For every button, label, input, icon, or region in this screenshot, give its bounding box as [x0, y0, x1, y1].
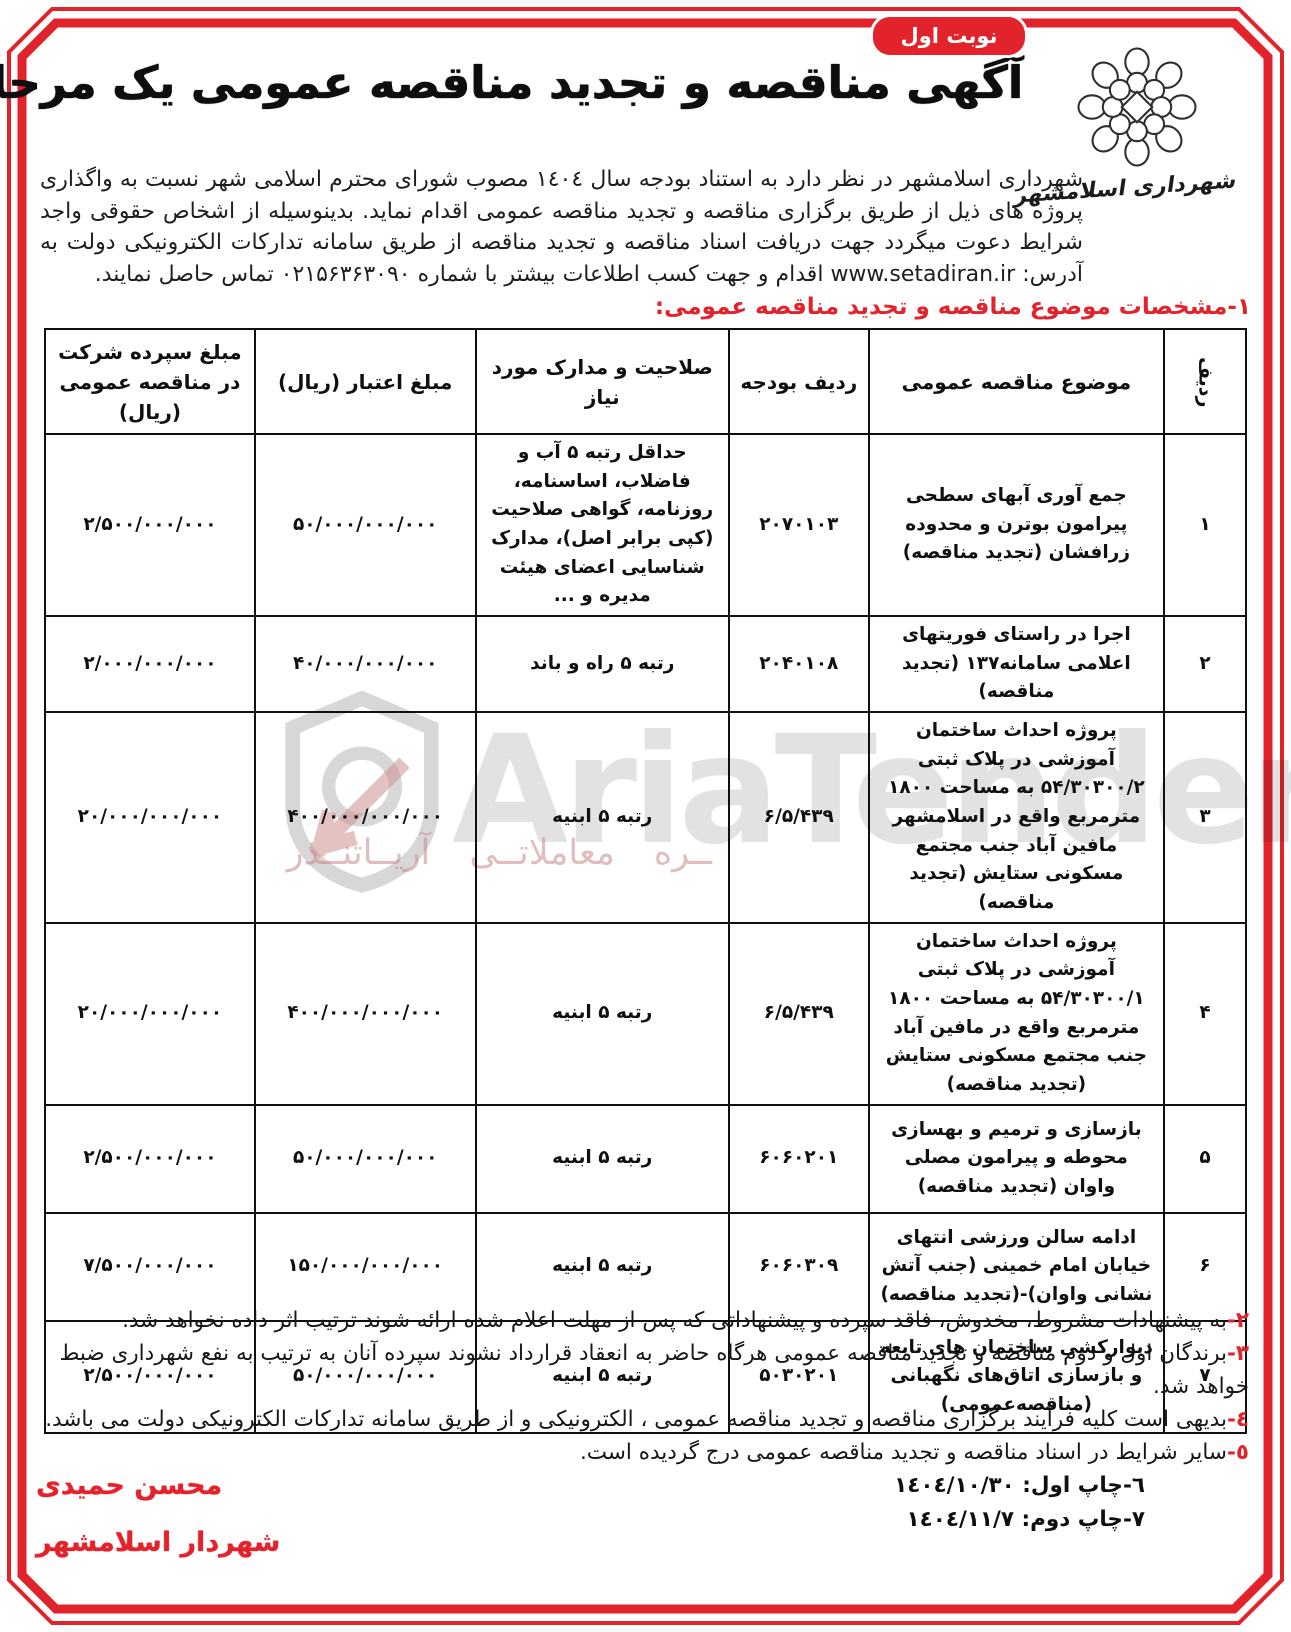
cell-budget-row: ۲۰۷۰۱۰۳	[727, 432, 870, 618]
note-item: ۲-به پیشنهادات مشروط، مخدوش، فاقد سپرده …	[42, 1304, 1249, 1337]
cell-subject: اجرا در راستای فوریتهای اعلامی سامانه۱۳۷…	[867, 615, 1166, 714]
cell-row-number: ۵	[1163, 1103, 1247, 1214]
cell-credit-amount: ۴۰۰/۰۰۰/۰۰۰/۰۰۰	[253, 921, 477, 1106]
cell-deposit-amount: ۲/۰۰۰/۰۰۰/۰۰۰	[44, 615, 256, 714]
table-row: ۳ پروژه احداث ساختمان آموزشی در پلاک ثبت…	[44, 711, 1247, 924]
cell-row-number: ۴	[1163, 921, 1247, 1106]
note-item: ٥-سایر شرایط در اسناد مناقصه و تجدید منا…	[42, 1436, 1249, 1469]
cell-qualification: رتبه ۵ ابنیه	[474, 921, 730, 1106]
note-number: ۳-	[1226, 1341, 1249, 1366]
signer-title: شهردار اسلامشهر	[36, 1527, 281, 1558]
cell-qualification: رتبه ۵ ابنیه	[474, 1103, 730, 1214]
header-subject: موضوع مناقصه عمومی	[867, 328, 1166, 435]
cell-budget-row: ۶/۵/۴۳۹	[727, 711, 870, 924]
print-run-text: چاپ اول: ١٤٠٤/١٠/٣٠	[894, 1473, 1123, 1498]
tender-table-body: ۱ جمع آوری آبهای سطحی پیرامون بوترن و مح…	[44, 432, 1247, 1434]
print-run-number: ٧-	[1122, 1507, 1145, 1532]
cell-budget-row: ۶/۵/۴۳۹	[727, 921, 870, 1106]
note-item: ٤-بدیهی است کلیه فرآیند برگزاری مناقصه و…	[42, 1403, 1249, 1436]
cell-budget-row: ۲۰۴۰۱۰۸	[727, 615, 870, 714]
note-text: سایر شرایط در اسناد مناقصه و تجدید مناقص…	[579, 1440, 1227, 1465]
cell-qualification: حداقل رتبه ۵ آب و فاضلاب، اساسنامه، روزن…	[474, 432, 730, 618]
print-run-text: چاپ دوم: ١٤٠٤/١١/٧	[906, 1507, 1123, 1532]
note-item: ۳-برندگان اول و دوم مناقصه و تجدید مناقص…	[42, 1337, 1249, 1403]
cell-deposit-amount: ۲/۵۰۰/۰۰۰/۰۰۰	[44, 1103, 256, 1214]
cell-row-number: ۱	[1163, 432, 1247, 618]
cell-subject: پروژه احداث ساختمان آموزشی در پلاک ثبتی …	[867, 921, 1166, 1106]
first-round-badge: نوبت اول	[870, 14, 1028, 58]
cell-subject: بازسازی و ترمیم و بهسازی محوطه و پیرامون…	[867, 1103, 1166, 1214]
cell-credit-amount: ۵۰/۰۰۰/۰۰۰/۰۰۰	[253, 1103, 477, 1214]
cell-deposit-amount: ۲۰/۰۰۰/۰۰۰/۰۰۰	[44, 711, 256, 924]
municipality-emblem-icon	[1077, 47, 1197, 167]
cell-budget-row: ۶۰۶۰۲۰۱	[727, 1103, 870, 1214]
print-run-number: ٦-	[1122, 1473, 1145, 1498]
header-row-number: ردیف	[1163, 328, 1247, 435]
intro-paragraph: شهرداری اسلامشهر در نظر دارد به استناد ب…	[40, 167, 1084, 287]
table-header-row: ردیف موضوع مناقصه عمومی ردیف بودجه صلاحی…	[44, 328, 1247, 435]
cell-qualification: رتبه ۵ راه و باند	[474, 615, 730, 714]
note-number: ٥-	[1226, 1440, 1249, 1465]
cell-row-number: ۳	[1163, 711, 1247, 924]
note-text: به پیشنهادات مشروط، مخدوش، فاقد سپرده و …	[122, 1308, 1227, 1333]
cell-deposit-amount: ۲/۵۰۰/۰۰۰/۰۰۰	[44, 432, 256, 618]
table-row: ۴ پروژه احداث ساختمان آموزشی در پلاک ثبت…	[44, 921, 1247, 1106]
header-deposit-amount: مبلغ سپرده شرکت در مناقصه عمومی (ریال)	[44, 328, 256, 435]
cell-row-number: ۲	[1163, 615, 1247, 714]
table-row: ۲ اجرا در راستای فوریتهای اعلامی سامانه۱…	[44, 615, 1247, 714]
cell-credit-amount: ۴۰۰/۰۰۰/۰۰۰/۰۰۰	[253, 711, 477, 924]
note-number: ٤-	[1226, 1407, 1249, 1432]
cell-credit-amount: ۴۰/۰۰۰/۰۰۰/۰۰۰	[253, 615, 477, 714]
header-qualification: صلاحیت و مدارک مورد نیاز	[474, 328, 730, 435]
note-text: بدیهی است کلیه فرآیند برگزاری مناقصه و ت…	[45, 1407, 1227, 1432]
cell-qualification: رتبه ۵ ابنیه	[474, 711, 730, 924]
cell-subject: جمع آوری آبهای سطحی پیرامون بوترن و محدو…	[867, 432, 1166, 618]
cell-subject: پروژه احداث ساختمان آموزشی در پلاک ثبتی …	[867, 711, 1166, 924]
header-budget-row: ردیف بودجه	[727, 328, 870, 435]
table-row: ۵ بازسازی و ترمیم و بهسازی محوطه و پیرام…	[44, 1103, 1247, 1214]
cell-credit-amount: ۵۰/۰۰۰/۰۰۰/۰۰۰	[253, 432, 477, 618]
section-heading: ۱-مشخصات موضوع مناقصه و تجدید مناقصه عمو…	[654, 294, 1251, 320]
signature-block: محسن حمیدی شهردار اسلامشهر	[36, 1470, 336, 1558]
page-title: آگهی مناقصه و تجدید مناقصه عمومی یک مرحل…	[0, 56, 1023, 109]
table-row: ۱ جمع آوری آبهای سطحی پیرامون بوترن و مح…	[44, 432, 1247, 618]
note-number: ۲-	[1226, 1308, 1249, 1333]
signer-name: محسن حمیدی	[36, 1470, 223, 1501]
header-credit-amount: مبلغ اعتبار (ریال)	[253, 328, 477, 435]
cell-deposit-amount: ۲۰/۰۰۰/۰۰۰/۰۰۰	[44, 921, 256, 1106]
note-text: برندگان اول و دوم مناقصه و تجدید مناقصه …	[59, 1341, 1249, 1399]
tender-table: ردیف موضوع مناقصه عمومی ردیف بودجه صلاحی…	[44, 328, 1247, 1434]
